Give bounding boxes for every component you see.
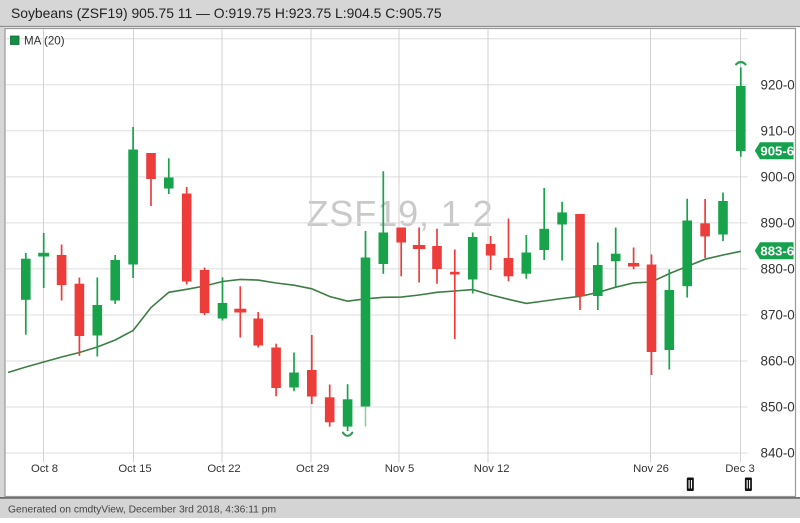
svg-text:870-0: 870-0 xyxy=(761,308,795,323)
svg-text:880-0: 880-0 xyxy=(761,262,795,277)
svg-text:Soybeans (ZSF19) 905.75 11 — O: Soybeans (ZSF19) 905.75 11 — O:919.75 H:… xyxy=(11,5,442,21)
svg-text:883-6: 883-6 xyxy=(760,244,794,259)
svg-text:910-0: 910-0 xyxy=(761,124,795,139)
svg-text:Oct 22: Oct 22 xyxy=(207,463,240,475)
svg-text:Oct 8: Oct 8 xyxy=(31,463,58,475)
svg-text:860-0: 860-0 xyxy=(761,354,795,369)
svg-text:Nov 26: Nov 26 xyxy=(633,463,669,475)
svg-text:Oct 29: Oct 29 xyxy=(296,463,329,475)
svg-text:Oct 15: Oct 15 xyxy=(118,463,151,475)
svg-text:840-0: 840-0 xyxy=(761,446,795,461)
svg-text:900-0: 900-0 xyxy=(761,170,795,185)
svg-text:Nov 12: Nov 12 xyxy=(474,463,510,475)
svg-text:920-0: 920-0 xyxy=(761,78,795,93)
svg-text:Nov 5: Nov 5 xyxy=(385,463,415,475)
svg-text:890-0: 890-0 xyxy=(761,216,795,231)
svg-text:905-6: 905-6 xyxy=(760,144,794,159)
svg-text:Generated on cmdtyView, Decemb: Generated on cmdtyView, December 3rd 201… xyxy=(8,505,276,516)
svg-text:Dec 3: Dec 3 xyxy=(725,463,755,475)
svg-text:ZSF19, 1 2: ZSF19, 1 2 xyxy=(307,193,494,234)
svg-text:850-0: 850-0 xyxy=(761,400,795,415)
svg-text:MA (20): MA (20) xyxy=(24,35,65,48)
